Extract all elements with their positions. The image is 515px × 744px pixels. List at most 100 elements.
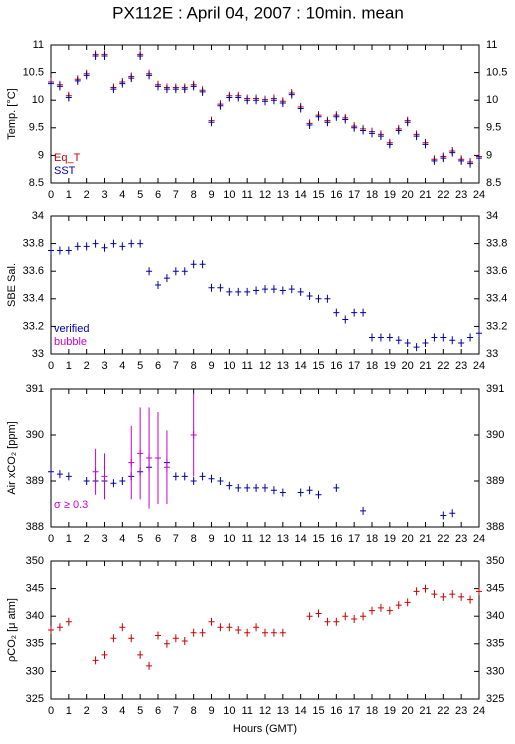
data-point [413, 132, 420, 141]
y-tick-label: 340 [26, 610, 44, 622]
data-point [342, 315, 349, 324]
x-tick-label: 4 [119, 360, 125, 372]
x-tick-label: 16 [330, 360, 342, 372]
data-point [306, 612, 313, 621]
x-tick-label: 13 [277, 360, 289, 372]
x-tick-label: 12 [259, 705, 271, 717]
x-tick-label: 10 [223, 360, 235, 372]
x-tick-label: 15 [312, 533, 324, 545]
data-point [458, 338, 465, 347]
x-tick-label: 17 [348, 533, 360, 545]
data-point [92, 656, 99, 665]
data-point [119, 477, 126, 485]
data-point [48, 626, 54, 634]
x-tick-label: 4 [119, 189, 125, 201]
data-point [279, 286, 286, 295]
x-tick-label: 22 [437, 189, 449, 201]
data-point [440, 511, 447, 520]
data-point [181, 472, 188, 481]
x-tick-label: 3 [101, 360, 107, 372]
y-tick-label: 388 [26, 521, 44, 533]
data-point [244, 628, 251, 637]
data-point [146, 71, 153, 80]
data-point [190, 628, 197, 637]
data-point [65, 472, 72, 481]
x-tick-label: 1 [66, 533, 72, 545]
data-point [476, 587, 482, 596]
x-tick-label: 6 [155, 705, 161, 717]
data-point [155, 82, 161, 91]
data-point [101, 52, 108, 61]
data-point [333, 617, 340, 626]
data-point [440, 154, 447, 163]
x-tick-label: 23 [455, 533, 467, 545]
x-tick-label: 5 [137, 705, 143, 717]
data-point [217, 477, 224, 485]
data-point [333, 483, 340, 492]
x-tick-label: 16 [330, 705, 342, 717]
data-point [360, 126, 367, 135]
data-point [74, 242, 81, 251]
data-point [155, 454, 161, 462]
x-tick-label: 18 [366, 189, 378, 201]
data-point [137, 650, 144, 659]
data-point [270, 96, 277, 105]
data-point [324, 617, 331, 626]
x-tick-label: 19 [384, 189, 396, 201]
x-tick-label: 0 [48, 360, 54, 372]
data-point [92, 52, 99, 61]
y-tick-label: 350 [26, 555, 44, 567]
x-tick-label: 18 [366, 533, 378, 545]
data-point [449, 336, 456, 345]
y-tick-label: 390 [486, 429, 504, 441]
data-point [146, 454, 153, 462]
data-point [199, 260, 206, 269]
data-point [83, 242, 90, 251]
data-point [181, 637, 188, 646]
data-point [315, 490, 322, 499]
y-tick-label: 345 [486, 583, 504, 595]
x-tick-label: 11 [241, 705, 252, 717]
x-tick-label: 23 [455, 360, 467, 372]
x-tick-label: 1 [66, 360, 72, 372]
data-point [56, 82, 63, 91]
y-tick-label: 33.2 [486, 320, 507, 332]
data-point [262, 483, 268, 492]
data-point [351, 123, 358, 132]
x-tick-label: 13 [277, 705, 289, 717]
data-point [395, 126, 402, 135]
x-tick-label: 7 [173, 705, 179, 717]
data-point [128, 634, 135, 643]
y-axis-label: Temp. [°C] [6, 88, 18, 139]
data-point [101, 650, 108, 659]
data-point [449, 590, 456, 599]
y-axis-label: ρCO₂ [μ atm] [6, 598, 18, 662]
data-point [119, 242, 126, 251]
data-point [458, 592, 465, 601]
x-tick-label: 12 [259, 533, 271, 545]
x-tick-label: 4 [119, 705, 125, 717]
x-tick-label: 1 [66, 705, 72, 717]
data-point [163, 85, 170, 94]
data-point [306, 292, 313, 301]
y-tick-label: 391 [26, 383, 44, 395]
x-tick-label: 17 [348, 705, 360, 717]
data-point [110, 634, 117, 643]
data-point [119, 623, 126, 632]
y-tick-label: 325 [26, 693, 44, 705]
data-point [110, 85, 117, 94]
x-tick-label: 20 [402, 533, 414, 545]
figure-title: PX112E : April 04, 2007 : 10min. mean [112, 3, 404, 22]
x-tick-label: 21 [419, 360, 431, 372]
x-tick-label: 17 [348, 189, 360, 201]
data-point [244, 96, 251, 105]
x-tick-label: 18 [366, 360, 378, 372]
y-tick-label: 33 [32, 348, 44, 360]
x-tick-label: 3 [101, 189, 107, 201]
data-point [342, 115, 349, 124]
x-tick-label: 8 [191, 189, 197, 201]
x-tick-label: 19 [384, 533, 396, 545]
data-point [324, 294, 331, 303]
data-point [404, 338, 411, 347]
